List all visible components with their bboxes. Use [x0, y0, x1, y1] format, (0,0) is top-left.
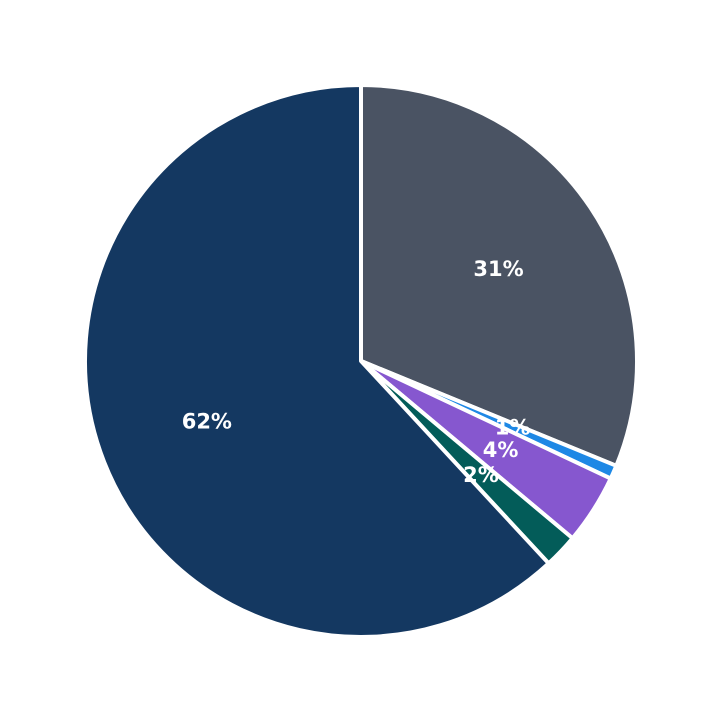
- pie-slices: [83, 83, 639, 639]
- pie-slice-label-0: 31%: [473, 257, 523, 281]
- pie-slice-label-4: 62%: [182, 409, 232, 433]
- pie-slice-4: [83, 83, 551, 639]
- pie-slice-label-3: 2%: [463, 463, 499, 487]
- pie-labels: 31% 1%4%2% 62%: [182, 257, 531, 487]
- pie-slice-label-1: 1%: [495, 416, 531, 440]
- pie-slice-0: [359, 83, 639, 468]
- pie-slice-label-2: 4%: [483, 438, 519, 462]
